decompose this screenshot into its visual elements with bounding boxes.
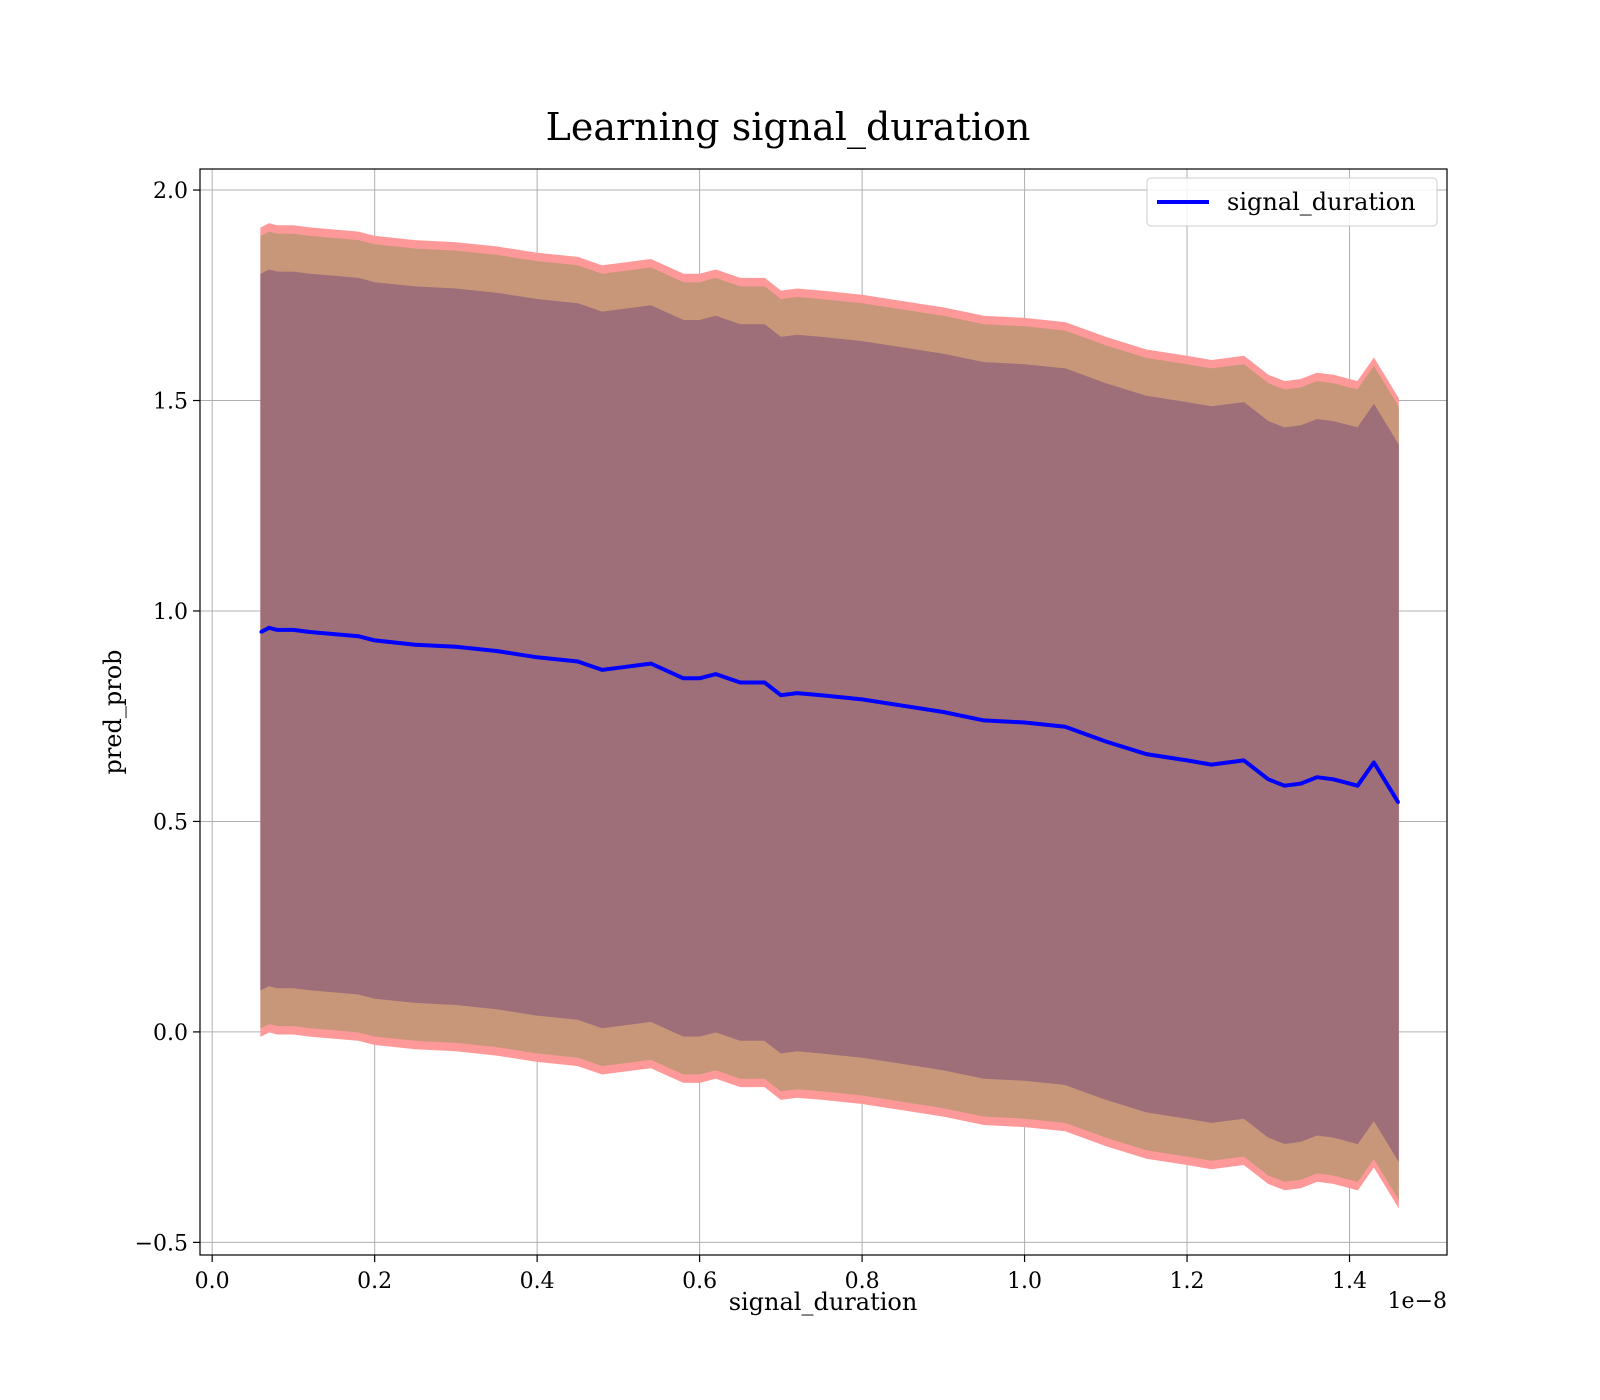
y-tick-label-3: 1.0: [153, 600, 188, 625]
x-tick-label-3: 0.6: [682, 1269, 717, 1294]
data-point-27: [982, 718, 986, 722]
data-point-34: [1242, 758, 1246, 762]
data-point-11: [535, 655, 539, 659]
data-point-38: [1315, 775, 1319, 779]
data-point-10: [495, 649, 499, 653]
data-point-9: [454, 645, 458, 649]
data-point-5: [332, 632, 336, 636]
data-point-37: [1299, 782, 1303, 786]
x-axis: 0.0 0.2 0.4 0.6 0.8 1.0 1.2 1.4: [195, 1255, 1367, 1294]
data-point-12: [576, 659, 580, 663]
data-point-30: [1104, 739, 1108, 743]
legend-label-signal-duration: signal_duration: [1227, 188, 1416, 216]
data-point-32: [1185, 758, 1189, 762]
x-tick-label-7: 1.4: [1332, 1269, 1367, 1294]
data-point-26: [941, 710, 945, 714]
band-inner: [260, 269, 1399, 1163]
x-offset-text: 1e−8: [1388, 1289, 1447, 1314]
data-point-13: [600, 668, 604, 672]
x-tick-label-0: 0.0: [195, 1269, 230, 1294]
data-point-25: [901, 704, 905, 708]
data-point-6: [356, 634, 360, 638]
data-point-7: [373, 638, 377, 642]
data-point-41: [1372, 761, 1376, 765]
y-tick-label-4: 1.5: [153, 390, 188, 415]
data-point-22: [795, 691, 799, 695]
data-point-29: [1063, 725, 1067, 729]
x-axis-label: signal_duration: [729, 1288, 918, 1316]
y-tick-label-5: 2.0: [153, 179, 188, 204]
data-point-18: [714, 672, 718, 676]
data-point-20: [763, 681, 767, 685]
data-point-1: [267, 626, 271, 630]
data-point-15: [649, 662, 653, 666]
data-point-17: [698, 676, 702, 680]
data-point-28: [1023, 721, 1027, 725]
y-tick-label-0: −0.5: [135, 1231, 188, 1256]
y-tick-label-1: 0.0: [153, 1021, 188, 1046]
data-point-39: [1331, 777, 1335, 781]
y-axis: −0.5 0.0 0.5 1.0 1.5 2.0: [135, 179, 200, 1256]
data-point-31: [1144, 752, 1148, 756]
x-tick-label-6: 1.2: [1170, 1269, 1205, 1294]
data-point-23: [819, 693, 823, 697]
data-point-33: [1209, 763, 1213, 767]
data-point-3: [291, 628, 295, 632]
y-tick-label-2: 0.5: [153, 810, 188, 835]
chart-title: Learning signal_duration: [546, 105, 1031, 150]
data-point-36: [1283, 784, 1287, 788]
data-point-8: [413, 643, 417, 647]
data-point-42: [1396, 801, 1400, 804]
x-tick-label-5: 1.0: [1007, 1269, 1042, 1294]
data-point-40: [1356, 784, 1360, 788]
y-axis-label: pred_prob: [99, 649, 127, 774]
x-tick-label-1: 0.2: [357, 1269, 392, 1294]
data-point-24: [860, 697, 864, 701]
data-point-16: [681, 676, 685, 680]
data-point-2: [275, 628, 279, 632]
plot-frame: [199, 168, 1448, 1256]
data-point-35: [1266, 777, 1270, 781]
data-point-4: [308, 630, 312, 634]
series-lines: [259, 625, 1401, 804]
data-point-21: [779, 693, 783, 697]
x-tick-label-4: 0.8: [845, 1269, 880, 1294]
legend-box: [1146, 177, 1438, 227]
data-point-0: [259, 630, 263, 634]
legend: signal_duration: [1146, 177, 1438, 227]
x-tick-label-2: 0.4: [520, 1269, 555, 1294]
data-point-19: [738, 681, 742, 685]
data-point-14: [616, 666, 620, 670]
confidence-bands: [260, 223, 1399, 1209]
